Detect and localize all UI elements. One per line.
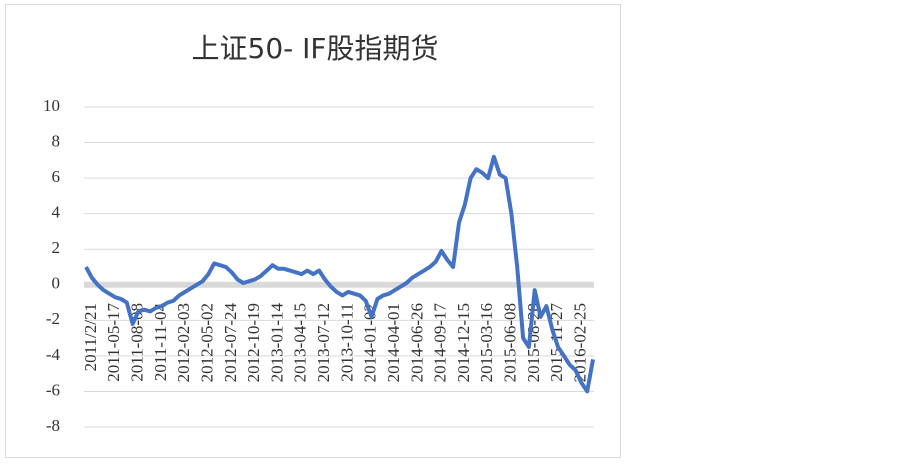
x-tick-label: 2014-09-17 [431, 303, 450, 383]
x-tick-label: 2015-08-28 [524, 303, 543, 382]
chart-title: 上证50- IF股指期货 [192, 32, 439, 65]
x-tick-label: 2012-02-03 [174, 303, 193, 382]
y-tick-label: 2 [52, 238, 61, 257]
x-tick-label: 2015-06-08 [500, 303, 519, 382]
x-tick-label: 2013-01-14 [267, 303, 286, 383]
x-tick-label: 2014-04-01 [384, 303, 403, 382]
y-tick-label: 10 [43, 96, 60, 115]
x-tick-label: 2013-04-15 [291, 303, 310, 382]
y-tick-label: 6 [52, 167, 61, 186]
x-tick-label: 2013-10-11 [337, 303, 356, 382]
x-tick-label: 2014-12-15 [454, 303, 473, 382]
y-tick-label: 0 [52, 274, 61, 293]
y-tick-label: -8 [46, 416, 60, 435]
x-tick-label: 2013-07-12 [314, 303, 333, 382]
x-tick-label: 2015-03-16 [477, 303, 496, 382]
x-tick-label: 2012-07-24 [221, 303, 240, 383]
x-tick-label: 2011-11-04 [151, 303, 170, 382]
x-tick-label: 2012-05-02 [197, 303, 216, 382]
x-tick-label: 2011-05-17 [104, 303, 123, 382]
x-tick-label: 2014-06-26 [407, 303, 426, 382]
x-tick-label: 2012-10-19 [244, 303, 263, 382]
y-tick-label: -2 [46, 309, 60, 328]
x-tick-label: 2016-02-25 [570, 303, 589, 382]
y-tick-label: 8 [52, 131, 61, 150]
chart-border [5, 4, 621, 458]
y-tick-label: -6 [46, 380, 60, 399]
y-tick-label: -4 [46, 345, 61, 364]
x-tick-label: 2014-01-02 [361, 303, 380, 382]
y-tick-label: 4 [52, 203, 61, 222]
x-tick-label: 2011/2/21 [81, 303, 100, 371]
data-line [84, 154, 595, 394]
